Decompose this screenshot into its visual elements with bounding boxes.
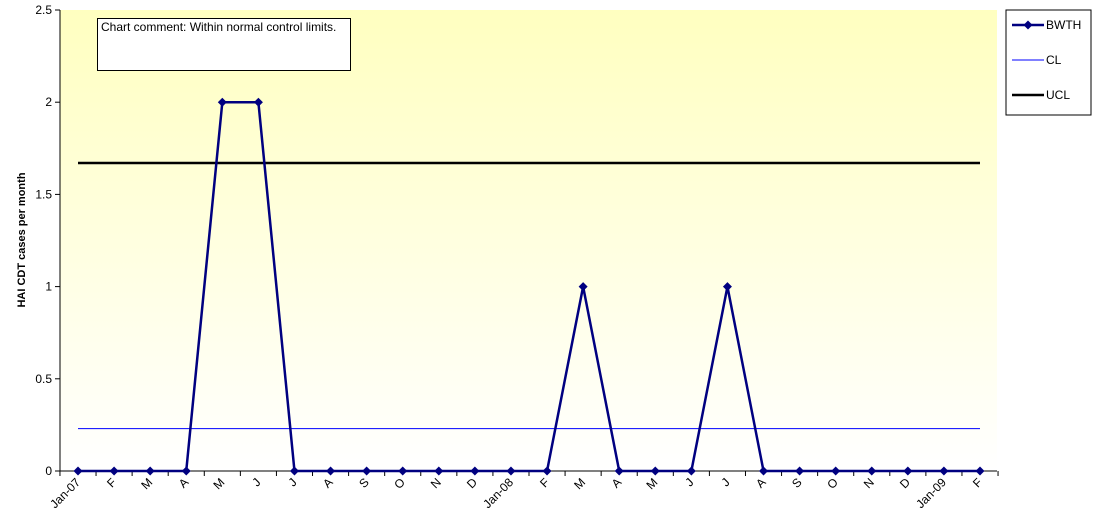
bwth-point: [470, 466, 480, 476]
x-tick-label: M: [138, 475, 155, 492]
bwth-point: [614, 466, 624, 476]
bwth-line: [78, 100, 980, 473]
plot-area: [60, 10, 997, 471]
bwth-point: [181, 466, 191, 476]
x-tick-label: F: [970, 475, 985, 490]
x-tick-label: A: [320, 475, 336, 491]
x-tick-label: F: [537, 475, 552, 490]
bwth-point: [253, 97, 263, 107]
x-tick-label: Jan-09: [913, 475, 949, 511]
bwth-point: [686, 466, 696, 476]
x-tick-label: F: [104, 475, 119, 490]
y-tick-label: 1.5: [35, 187, 52, 201]
x-tick-label: N: [428, 475, 444, 491]
bwth-point: [542, 466, 552, 476]
bwth-point: [578, 282, 588, 292]
bwth-point: [939, 466, 949, 476]
y-tick-label: 1: [45, 280, 52, 294]
bwth-point: [362, 466, 372, 476]
legend-label: UCL: [1046, 88, 1070, 102]
bwth-point: [145, 466, 155, 476]
legend-marker: [1023, 20, 1033, 30]
x-tick-label: Jan-08: [480, 475, 516, 511]
x-tick-label: Jan-07: [47, 475, 83, 511]
x-tick-labels: Jan-07 F M A M J J A S O N D Jan-08 F M A M J J A S O N D Jan-09…: [47, 475, 985, 511]
legend-item-ucl: UCL: [1012, 88, 1070, 102]
x-tick-label: M: [210, 475, 227, 492]
y-axis-label: HAI CDT cases per month: [16, 172, 28, 307]
bwth-point: [795, 466, 805, 476]
x-tick-label: J: [682, 475, 696, 489]
legend-item-bwth: BWTH: [1012, 18, 1081, 32]
x-tick-label: S: [356, 475, 372, 491]
x-tick-label: O: [391, 475, 408, 492]
legend-label: BWTH: [1046, 18, 1081, 32]
x-tick-label: J: [249, 475, 263, 489]
bwth-point: [903, 466, 913, 476]
chart-comment: Chart comment: Within normal control lim…: [97, 18, 351, 71]
x-tick-label: D: [897, 475, 913, 491]
bwth-point: [722, 282, 732, 292]
x-tick-label: A: [753, 475, 769, 491]
bwth-point: [759, 466, 769, 476]
bwth-point: [109, 466, 119, 476]
x-tick-label: J: [285, 475, 299, 489]
x-tick-label: O: [824, 475, 841, 492]
bwth-point: [73, 466, 83, 476]
bwth-point: [506, 466, 516, 476]
legend-item-cl: CL: [1012, 53, 1062, 67]
x-tick-label: A: [176, 475, 192, 491]
bwth-point: [831, 466, 841, 476]
bwth-point: [975, 466, 985, 476]
bwth-point: [398, 466, 408, 476]
bwth-point: [289, 466, 299, 476]
y-tick-label: 2: [45, 95, 52, 109]
series-bwth: [73, 97, 985, 476]
x-tick-label: J: [718, 475, 732, 489]
x-tick-label: D: [464, 475, 480, 491]
bwth-point: [217, 97, 227, 107]
legend-box: [1005, 9, 1092, 116]
bwth-point: [326, 466, 336, 476]
y-tick-labels: 0 0.5 1 1.5 2 2.5: [35, 3, 52, 478]
reference-lines: [78, 161, 980, 430]
bwth-point: [867, 466, 877, 476]
x-tick-label: N: [861, 475, 877, 491]
x-tick-label: S: [789, 475, 805, 491]
legend-label: CL: [1046, 53, 1062, 67]
y-tick-label: 0.5: [35, 372, 52, 386]
x-tick-label: M: [571, 475, 588, 492]
y-tick-label: 2.5: [35, 3, 52, 17]
bwth-point: [650, 466, 660, 476]
y-tick-label: 0: [45, 464, 52, 478]
bwth-point: [434, 466, 444, 476]
x-tick-label: M: [643, 475, 660, 492]
x-tick-label: A: [609, 475, 625, 491]
legend: BWTH CL UCL: [1005, 9, 1092, 116]
